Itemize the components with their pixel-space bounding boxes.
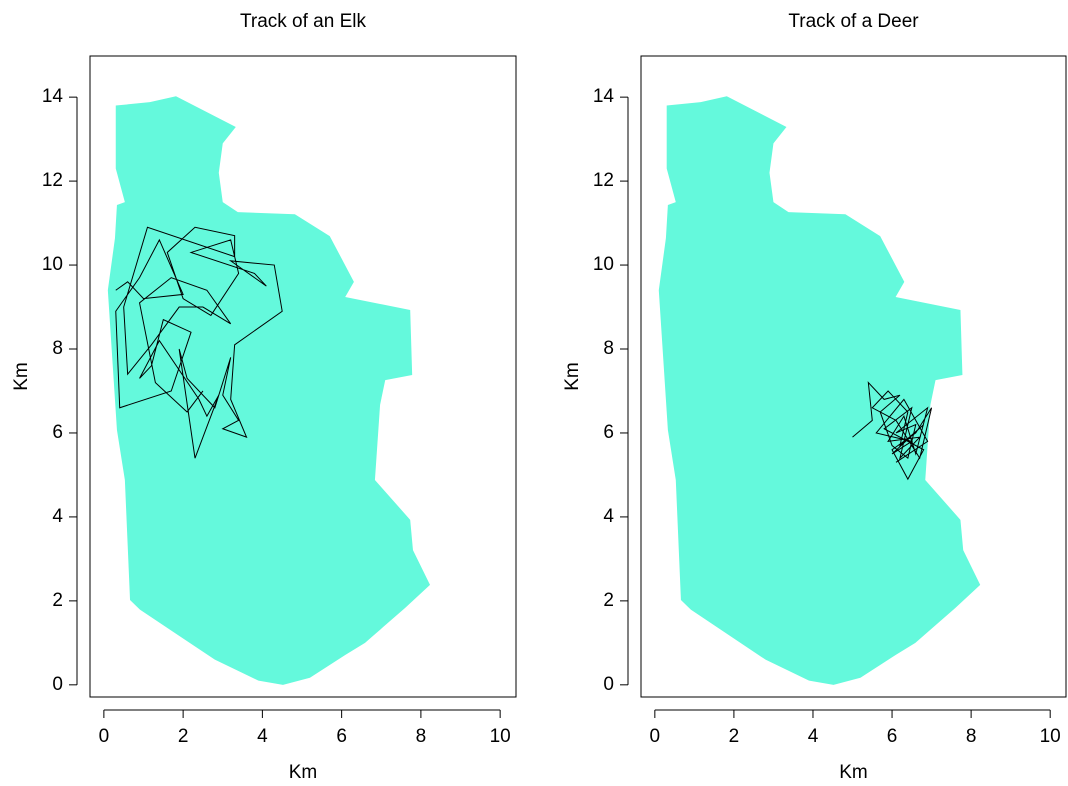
y-tick-label: 10: [42, 254, 63, 275]
panel: Track of a Deer Km Km 0 2 4 6 8 10 0 2 4 6 8 10 12 14: [562, 11, 1067, 783]
x-tick-label: 2: [178, 726, 189, 747]
x-tick-label: 8: [966, 726, 977, 747]
y-axis-label: Km: [11, 362, 32, 391]
y-tick-label: 4: [52, 506, 63, 527]
x-tick-label: 10: [1040, 726, 1061, 747]
y-tick-label: 0: [52, 674, 63, 695]
plot-frame: [89, 55, 517, 698]
y-tick-label: 2: [52, 590, 63, 611]
track: [852, 381, 933, 481]
x-tick-label: 10: [490, 726, 511, 747]
x-tick-label: 4: [257, 726, 268, 747]
region: [107, 96, 431, 685]
x-tick-label: 6: [887, 726, 898, 747]
x-tick-label: 0: [650, 726, 661, 747]
y-tick-label: 6: [603, 422, 614, 443]
y-tick-label: 6: [52, 422, 63, 443]
plot-frame: [640, 55, 1067, 698]
chart-title: Track of a Deer: [788, 11, 919, 32]
x-tick-label: 6: [336, 726, 347, 747]
x-axis-label: Km: [289, 762, 318, 783]
y-tick-label: 8: [52, 338, 63, 359]
y-axis-label: Km: [562, 362, 583, 391]
y-tick-label: 14: [42, 86, 64, 107]
y-tick-label: 14: [593, 86, 615, 107]
region: [658, 96, 981, 685]
y-tick-label: 4: [603, 506, 614, 527]
x-tick-label: 4: [808, 726, 819, 747]
x-tick-label: 2: [729, 726, 740, 747]
y-tick-label: 12: [42, 170, 63, 191]
chart-title: Track of an Elk: [240, 11, 367, 32]
track: [115, 226, 283, 459]
y-tick-label: 2: [603, 590, 614, 611]
y-tick-label: 0: [603, 674, 614, 695]
y-tick-label: 10: [593, 254, 614, 275]
y-tick-label: 12: [593, 170, 614, 191]
x-tick-label: 0: [99, 726, 110, 747]
x-tick-label: 8: [416, 726, 427, 747]
y-tick-label: 8: [603, 338, 614, 359]
panel: Track of an Elk Km Km 0 2 4 6 8 10 0 2 4 6 8 10 12 14: [11, 11, 517, 783]
x-axis-label: Km: [839, 762, 868, 783]
